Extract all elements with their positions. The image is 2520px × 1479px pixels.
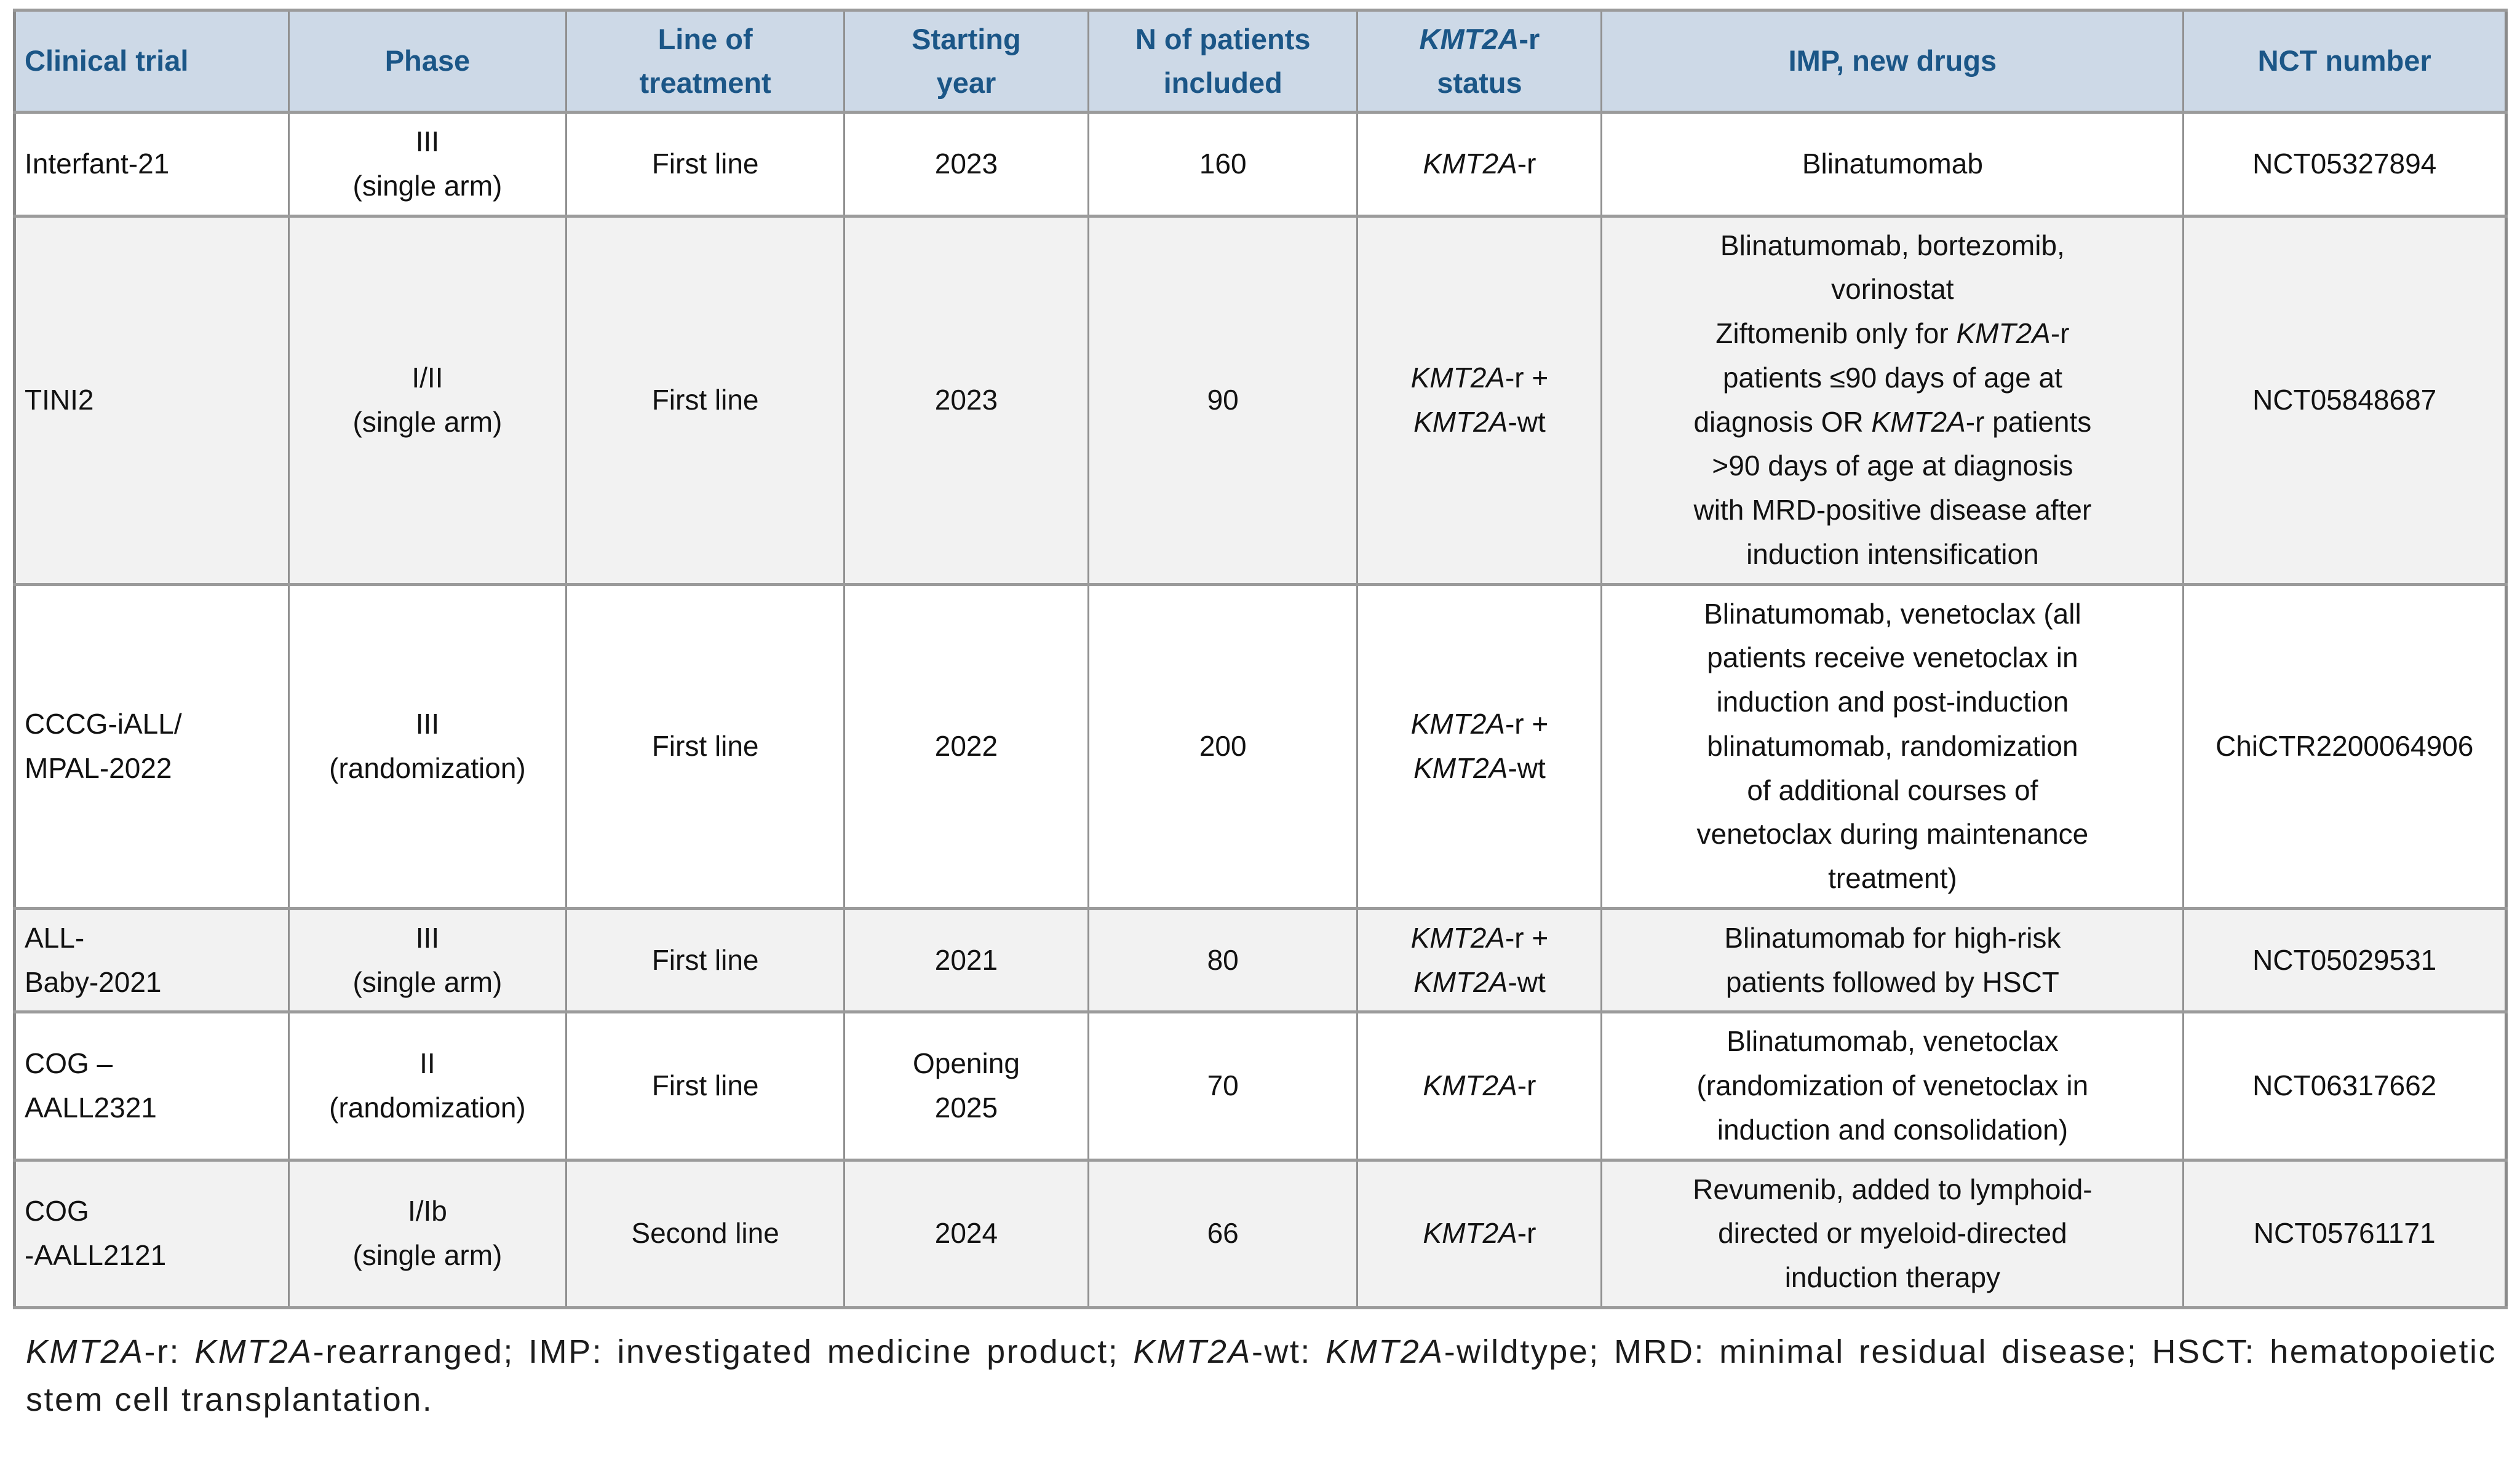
- cell-nct-number: NCT05848687: [2182, 214, 2507, 586]
- cell-starting-year: 2021: [843, 906, 1089, 1014]
- cell-kmt2a-status: KMT2A-r + KMT2A-wt: [1356, 214, 1603, 586]
- column-header-line-of-treatment: Line of treatment: [565, 9, 845, 114]
- cell-n-patients: 200: [1087, 582, 1359, 910]
- cell-n-patients: 90: [1087, 214, 1359, 586]
- cell-nct-number: NCT05327894: [2182, 111, 2507, 218]
- cell-clinical-trial: ALL- Baby-2021: [14, 906, 290, 1014]
- document-page: Clinical trial Phase Line of treatment St…: [13, 9, 2508, 1419]
- table-row-interfant-21: Interfant-21 III (single arm) First line …: [14, 111, 2507, 218]
- table-footnote: KMT2A-r: KMT2A-rearranged; IMP: investig…: [26, 1333, 2497, 1419]
- cell-line-of-treatment: First line: [565, 111, 845, 218]
- cell-phase: I/II (single arm): [287, 214, 568, 586]
- cell-nct-number: ChiCTR2200064906: [2182, 582, 2507, 910]
- cell-line-of-treatment: First line: [565, 214, 845, 586]
- table-row-cog-aall2321: COG – AALL2321 II (randomization) First li…: [14, 1010, 2507, 1162]
- cell-clinical-trial: COG -AALL2121: [14, 1158, 290, 1309]
- cell-n-patients: 70: [1087, 1010, 1359, 1162]
- table-row-all-baby-2021: ALL- Baby-2021 III (single arm) First line…: [14, 906, 2507, 1014]
- cell-kmt2a-status: KMT2A-r: [1356, 111, 1603, 218]
- cell-line-of-treatment: Second line: [565, 1158, 845, 1309]
- column-header-nct-number: NCT number: [2182, 9, 2507, 114]
- cell-phase: III (single arm): [287, 906, 568, 1014]
- column-header-clinical-trial: Clinical trial: [14, 9, 290, 114]
- clinical-trials-table: Clinical trial Phase Line of treatment St…: [13, 9, 2508, 1309]
- cell-phase: III (randomization): [287, 582, 568, 910]
- table-row-tini2: TINI2 I/II (single arm) First line 2023 9…: [14, 214, 2507, 586]
- column-header-n-patients: N of patients included: [1087, 9, 1359, 114]
- column-header-imp-drugs: IMP, new drugs: [1600, 9, 2185, 114]
- cell-kmt2a-status: KMT2A-r: [1356, 1010, 1603, 1162]
- cell-nct-number: NCT05029531: [2182, 906, 2507, 1014]
- cell-imp-drugs: Revumenib, added to lymphoid-directed or…: [1600, 1158, 2185, 1309]
- cell-kmt2a-status: KMT2A-r + KMT2A-wt: [1356, 582, 1603, 910]
- cell-imp-drugs: Blinatumomab, venetoclax (all patients re…: [1600, 582, 2185, 910]
- cell-phase: II (randomization): [287, 1010, 568, 1162]
- cell-nct-number: NCT06317662: [2182, 1010, 2507, 1162]
- cell-phase: III (single arm): [287, 111, 568, 218]
- cell-starting-year: 2024: [843, 1158, 1089, 1309]
- header-row: Clinical trial Phase Line of treatment St…: [14, 9, 2507, 114]
- cell-line-of-treatment: First line: [565, 1010, 845, 1162]
- cell-imp-drugs: Blinatumomab: [1600, 111, 2185, 218]
- cell-clinical-trial: COG – AALL2321: [14, 1010, 290, 1162]
- cell-phase: I/Ib (single arm): [287, 1158, 568, 1309]
- cell-clinical-trial: TINI2: [14, 214, 290, 586]
- table-row-cog-aall2121: COG -AALL2121 I/Ib (single arm) Second lin…: [14, 1158, 2507, 1309]
- cell-clinical-trial: CCCG-iALL/MPAL-2022: [14, 582, 290, 910]
- cell-n-patients: 66: [1087, 1158, 1359, 1309]
- cell-clinical-trial: Interfant-21: [14, 111, 290, 218]
- cell-n-patients: 80: [1087, 906, 1359, 1014]
- column-header-starting-year: Starting year: [843, 9, 1089, 114]
- column-header-phase: Phase: [287, 9, 568, 114]
- cell-starting-year: 2022: [843, 582, 1089, 910]
- cell-kmt2a-status: KMT2A-r + KMT2A-wt: [1356, 906, 1603, 1014]
- cell-line-of-treatment: First line: [565, 582, 845, 910]
- cell-kmt2a-status: KMT2A-r: [1356, 1158, 1603, 1309]
- cell-line-of-treatment: First line: [565, 906, 845, 1014]
- cell-n-patients: 160: [1087, 111, 1359, 218]
- table-row-cccg-iall-mpal-2022: CCCG-iALL/MPAL-2022 III (randomization) F…: [14, 582, 2507, 910]
- cell-starting-year: Opening 2025: [843, 1010, 1089, 1162]
- cell-nct-number: NCT05761171: [2182, 1158, 2507, 1309]
- cell-starting-year: 2023: [843, 214, 1089, 586]
- cell-imp-drugs: Blinatumomab, venetoclax (randomization o…: [1600, 1010, 2185, 1162]
- cell-imp-drugs: Blinatumomab for high-risk patients follo…: [1600, 906, 2185, 1014]
- cell-imp-drugs: Blinatumomab, bortezomib, vorinostat Zifto…: [1600, 214, 2185, 586]
- column-header-kmt2a-status: KMT2A-r status: [1356, 9, 1603, 114]
- cell-starting-year: 2023: [843, 111, 1089, 218]
